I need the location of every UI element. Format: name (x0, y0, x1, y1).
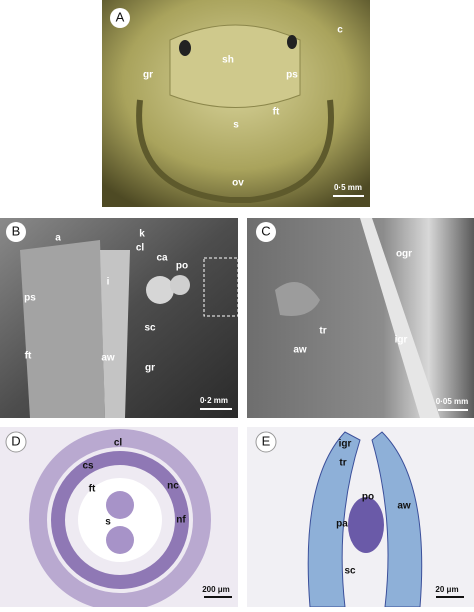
shape (146, 276, 174, 304)
label: ca (156, 253, 168, 264)
label: pa (336, 519, 348, 530)
label: cl (136, 243, 145, 254)
label: ft (273, 107, 280, 118)
label: po (176, 261, 188, 272)
label: s (105, 517, 111, 528)
letter-badge (6, 222, 26, 242)
label: a (55, 233, 61, 244)
shape (275, 282, 320, 316)
label: tr (319, 326, 326, 337)
label: sh (222, 55, 234, 66)
shape (29, 429, 211, 611)
label: s (233, 120, 239, 131)
inset-box (203, 257, 239, 317)
panel-b: B k a cl ca po i ps sc ft aw gr 0·2 mm (0, 218, 239, 418)
shape (100, 250, 130, 418)
label: ps (24, 293, 36, 304)
letter-badge (255, 431, 277, 453)
scale-label: 0·05 mm (436, 397, 468, 406)
shape (348, 497, 384, 553)
label: aw (397, 501, 411, 512)
shape (20, 240, 105, 418)
shape (170, 275, 190, 295)
label: gr (143, 70, 153, 81)
shape (179, 40, 191, 56)
label: cs (82, 461, 94, 472)
label: gr (145, 363, 155, 374)
label: igr (395, 335, 408, 346)
panel-a: A sh c gr ps s ft ov 0·5 mm (102, 0, 370, 207)
label: k (139, 229, 145, 240)
letter-badge (256, 222, 276, 242)
panel-letter: B (12, 223, 21, 238)
label: aw (293, 345, 307, 356)
label: ov (232, 178, 244, 189)
label: tr (339, 458, 346, 469)
shape (78, 478, 162, 562)
shape (51, 451, 189, 589)
scale-label: 0·5 mm (334, 183, 362, 192)
label: sc (144, 323, 156, 334)
panel-c: C ogr tr igr aw 0·05 mm (247, 218, 474, 418)
shape (106, 526, 134, 554)
shape (360, 218, 440, 418)
label: ogr (396, 249, 412, 260)
scale-label: 20 μm (435, 585, 458, 594)
label: igr (339, 439, 352, 450)
label: nf (176, 515, 186, 526)
scale-label: 0·2 mm (200, 396, 228, 405)
label: po (362, 492, 374, 503)
panel-e: E igr tr po aw pa sc 20 μm (247, 427, 474, 608)
letter-badge (110, 8, 130, 28)
panel-letter: A (116, 9, 125, 24)
panel-d: D cl cs ft nc s nf 200 μm (0, 427, 238, 611)
label: sc (344, 566, 356, 577)
panel-letter: D (11, 433, 20, 448)
shape (136, 99, 334, 203)
shape (106, 491, 134, 519)
shape (169, 24, 301, 108)
panel-letter: E (262, 433, 271, 448)
label: ps (286, 70, 298, 81)
label: ft (25, 351, 32, 362)
letter-badge (5, 431, 27, 453)
panel-letter: C (261, 223, 270, 238)
label: nc (167, 481, 179, 492)
label: aw (101, 353, 115, 364)
label: ft (89, 484, 96, 495)
label: c (337, 25, 343, 36)
micrograph (247, 218, 474, 418)
label: i (107, 277, 110, 288)
shape (287, 35, 297, 49)
label: cl (114, 438, 123, 449)
scale-label: 200 μm (202, 585, 230, 594)
